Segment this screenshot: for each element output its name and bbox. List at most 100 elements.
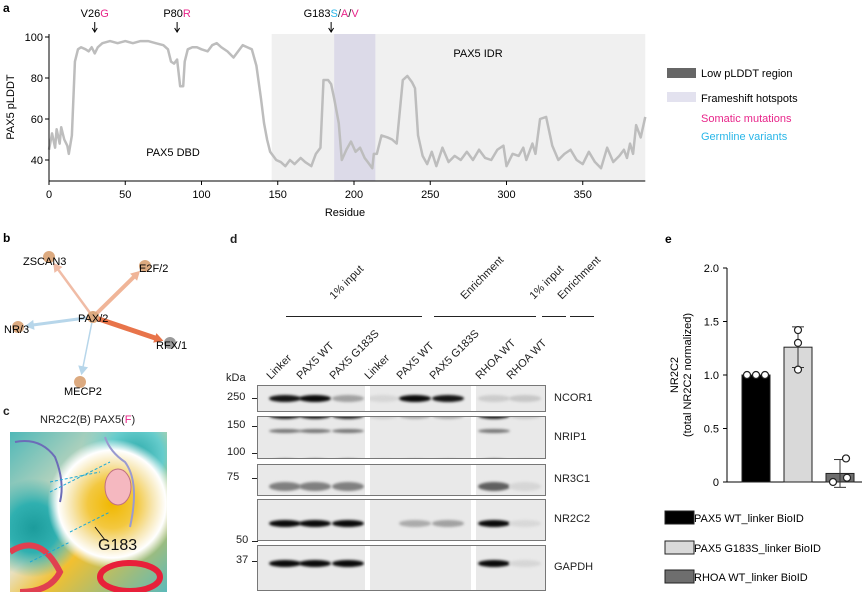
data-point [793,325,803,335]
group-bracket-line [286,316,422,317]
panel-b-network: b ZSCAN3 E2F/2 NR/3 RFX/1 MECP2 PAX/2 [3,231,187,398]
y-tick-label: 100 [25,32,43,44]
blot-band [299,417,331,419]
arrowhead-icon [91,27,98,33]
legend-label-somatic: Somatic mutations [701,113,792,125]
blot-band [478,482,510,491]
legend-label-low-plddt: Low pLDDT region [701,68,793,80]
panel-label-d: d [230,232,238,246]
x-tick-label: 50 [119,189,131,201]
blot-band [399,417,431,419]
x-tick-label: 300 [497,189,515,201]
blot-band [367,417,399,419]
mutation-alt: A [341,8,349,20]
blot-strip-nr3c1 [257,464,546,496]
mutation-alt: R [183,8,191,20]
structure-ribbons [10,436,163,592]
mutation-alt: G [100,8,109,20]
structure-title-f: F [124,414,132,426]
marker-label: 75 [227,471,240,483]
blot-band [509,482,541,491]
group-label: Enrichment [458,254,507,302]
marker-label: 100 [227,446,246,458]
blot-band [299,520,331,527]
lane-label: Linker [362,352,393,382]
region-label-idr: PAX5 IDR [453,48,502,60]
data-point [760,370,770,380]
frameshift-hotspot-band [334,34,376,181]
x-tick-label: 200 [345,189,363,201]
arrowhead-icon [24,319,35,330]
lane-gap [365,386,370,411]
blot-band [432,520,464,527]
arrowhead-icon [174,27,181,33]
panel-a-plddt-chart: a 40 60 80 100 0 50 100 150 200 250 300 350 Residue PA… [3,1,798,219]
lane-gap [471,465,476,495]
node-circle [164,337,176,349]
data-point [828,477,838,487]
y-tick-label: 0 [713,477,719,489]
y-tick-label: 80 [31,73,43,85]
blot-strip-nrip1 [257,416,546,459]
mutation-label: V26G [81,8,109,20]
lane-gap [471,500,476,540]
y-axis-label-2: (total NR2C2 normalized) [682,313,694,437]
x-tick-label: 350 [574,189,592,201]
marker-label: 150 [227,419,246,431]
mutation-alt: S [331,8,338,20]
structure-title-post: ) [131,414,136,426]
blot-band [332,482,364,491]
blot-band [367,395,399,402]
group-bracket-line [570,316,594,317]
y-axis-label: NR2C2 [669,357,681,393]
mutation-ref: G183 [304,8,331,20]
legend-label: PAX5 WT_linker BioID [694,513,804,525]
y-tick-label: 2.0 [704,263,719,275]
node-label: MECP2 [64,386,102,398]
lane-gap [471,417,476,458]
center-node-circle [87,311,99,323]
panel-label-c: c [3,404,10,418]
panel-label-a: a [3,1,10,15]
node-label: E2F/2 [139,263,168,275]
data-point [793,365,803,374]
panel-e-bar-chart: e 0 0.5 1.0 1.5 2.0 NR2C2 (total NR2C2 normaliz… [664,232,862,584]
node-circle [12,321,24,333]
y-tick-label: 1.5 [704,317,719,329]
structure-title: NR2C2(B) PAX5(F) [40,414,135,426]
blot-band [269,395,301,402]
mutation-alt: V [351,8,359,20]
lane-label: Linker [264,352,295,382]
legend-label-germline: Germline variants [701,131,788,143]
blot-strip-gapdh [257,545,546,591]
data-point [793,338,803,348]
panel-label-e: e [665,232,672,246]
legend-label: RHOA WT_linker BioID [694,572,808,584]
blot-strip-nr2c2 [257,499,546,541]
data-point [742,370,752,380]
lane-gap [471,546,476,590]
legend-swatch [664,569,695,584]
mutation-label: G183S/A/V [304,8,360,20]
blot-band [299,482,331,491]
blot-band [509,560,541,567]
arrowhead-icon [153,333,164,343]
arrowhead-icon [78,365,89,376]
legend-label: PAX5 G183S_linker BioID [694,543,821,555]
marker-tick [252,478,258,479]
edge-nr-3 [30,315,94,327]
blot-band [399,395,431,402]
marker-label: 250 [227,391,246,403]
blot-band [332,520,364,527]
y-tick-label: 40 [31,155,43,167]
marker-tick [252,541,258,542]
arrowhead-icon [328,27,335,33]
mutation-alt: / [348,8,352,20]
data-point [841,454,851,463]
marker-label: 37 [236,554,249,566]
blot-band [299,429,331,433]
marker-tick [252,453,258,454]
mutation-ref: P80 [163,8,183,20]
blot-band [332,429,364,433]
node-circle [74,376,86,388]
